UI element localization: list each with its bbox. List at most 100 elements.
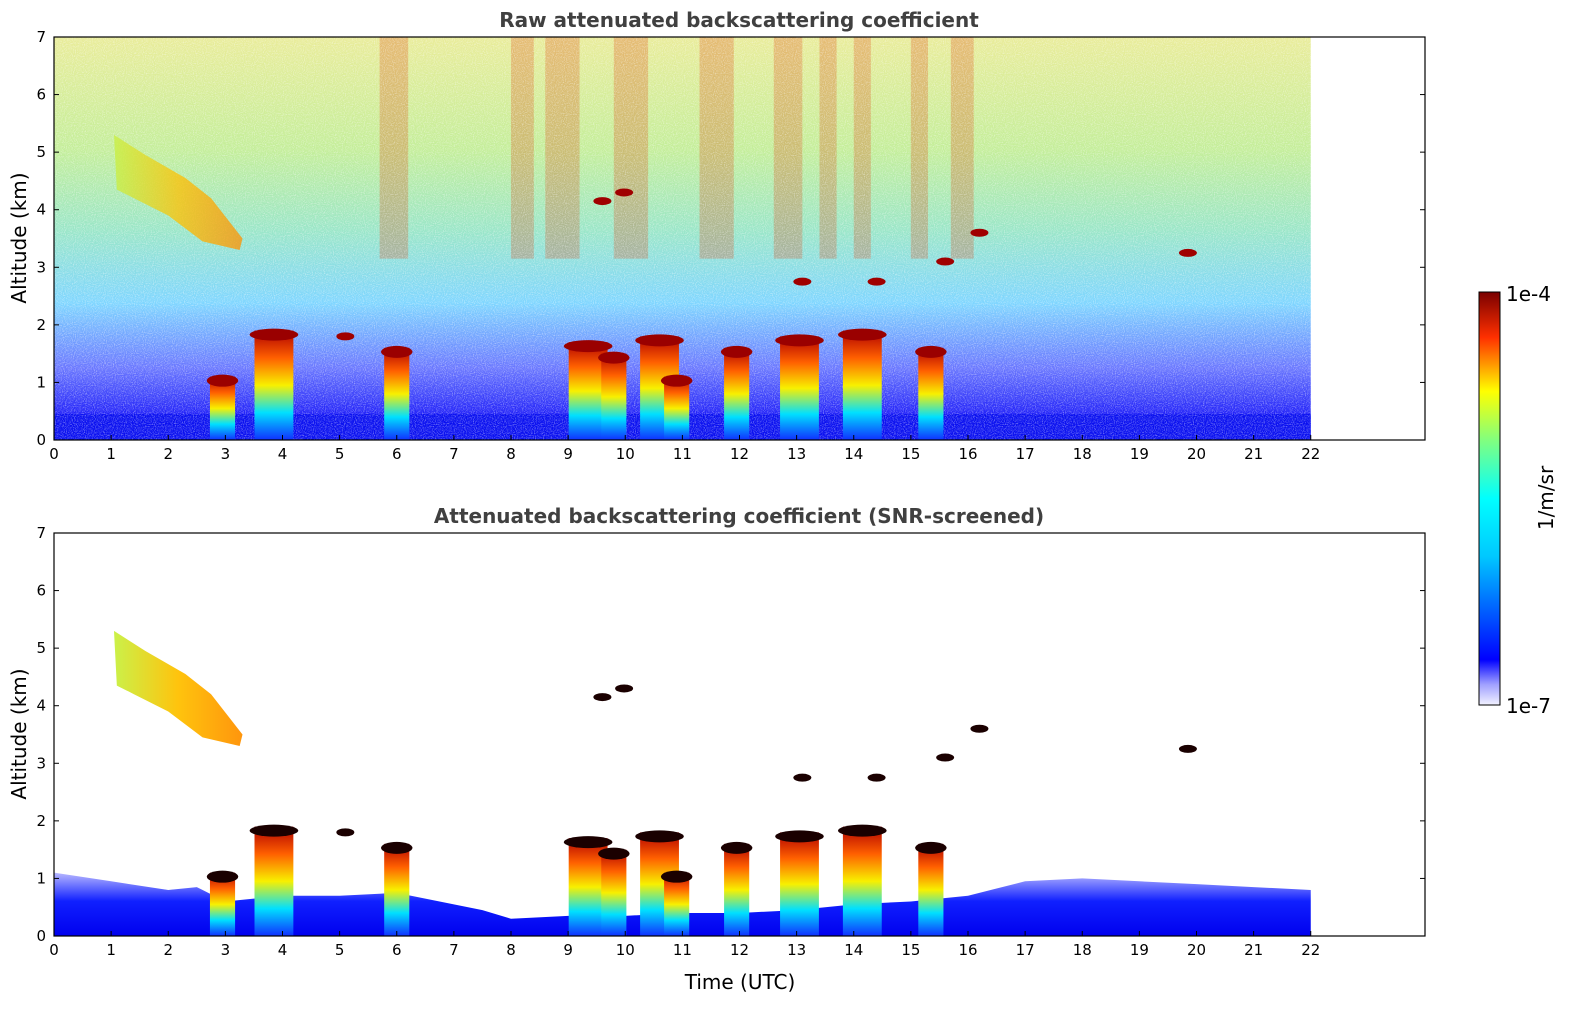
cloud-top <box>838 328 887 341</box>
x-tick-label: 4 <box>278 941 288 959</box>
axis-ticks: 0 1 2 3 4 5 6 7 8 9 10 11 12 13 14 15 16 17 18 19 20 21 220123… <box>36 28 1425 463</box>
cloud-patch <box>615 684 634 693</box>
y-axis-label: Altitude (km) <box>7 172 31 303</box>
cloud-top <box>775 830 824 843</box>
cloud-top <box>720 345 753 358</box>
x-tick-label: 6 <box>392 941 402 959</box>
cloud-patch <box>336 332 355 341</box>
x-tick-label: 3 <box>221 445 231 463</box>
x-tick-label: 4 <box>278 445 288 463</box>
cloud-patch <box>867 773 886 782</box>
cloud-top <box>598 847 630 860</box>
y-tick-label: 1 <box>36 869 46 887</box>
x-tick-label: 1 <box>106 941 116 959</box>
chart-title: Raw attenuated backscattering coefficien… <box>499 8 979 32</box>
lofted-aerosol-layer <box>113 134 243 251</box>
x-tick-label: 0 <box>49 445 59 463</box>
convective-column <box>384 347 410 440</box>
x-tick-label: 2 <box>163 941 173 959</box>
cloud-top <box>206 374 239 387</box>
x-tick-label: 8 <box>506 445 516 463</box>
cloud-top <box>915 841 947 854</box>
convective-column <box>664 376 690 440</box>
convective-column <box>664 872 690 936</box>
x-tick-label: 20 <box>1187 445 1206 463</box>
cloud-top <box>775 334 824 347</box>
x-tick-label: 18 <box>1073 941 1092 959</box>
y-tick-label: 1 <box>36 373 46 391</box>
x-tick-label: 17 <box>1016 941 1035 959</box>
convective-column <box>780 336 819 440</box>
convective-column <box>209 376 236 440</box>
cloud-top <box>563 340 613 353</box>
cloud-top <box>635 830 684 843</box>
x-tick-label: 19 <box>1130 941 1149 959</box>
convective-column <box>842 826 882 936</box>
cloud-patch <box>936 753 955 762</box>
cloud-top <box>381 841 413 854</box>
colorbar-min-label: 1e-7 <box>1506 694 1551 718</box>
convective-column <box>601 353 627 440</box>
y-axis-label: Altitude (km) <box>7 668 31 799</box>
lofted-aerosol-layer <box>113 630 243 747</box>
cloud-patch <box>970 724 989 733</box>
axis-ticks: 0 1 2 3 4 5 6 7 8 9 10 11 12 13 14 15 16 17 18 19 20 21 220123… <box>36 524 1425 959</box>
x-tick-label: 7 <box>449 445 459 463</box>
y-tick-label: 2 <box>36 316 46 334</box>
cloud-patch <box>793 277 812 286</box>
cloud-patch <box>615 188 634 197</box>
x-tick-label: 9 <box>563 941 573 959</box>
cloud-patch <box>1178 248 1197 257</box>
colorbar-max-label: 1e-4 <box>1506 282 1551 306</box>
x-tick-label: 0 <box>49 941 59 959</box>
convective-column <box>384 843 410 936</box>
cloud-features <box>113 134 1197 440</box>
x-tick-label: 15 <box>901 445 920 463</box>
convective-column <box>601 849 627 936</box>
x-tick-label: 20 <box>1187 941 1206 959</box>
x-tick-label: 17 <box>1016 445 1035 463</box>
cloud-patch <box>1178 744 1197 753</box>
x-tick-label: 16 <box>958 445 977 463</box>
y-tick-label: 6 <box>36 86 46 104</box>
x-tick-label: 9 <box>563 445 573 463</box>
cloud-patch <box>867 277 886 286</box>
y-tick-label: 3 <box>36 258 46 276</box>
convective-column <box>209 872 236 936</box>
y-tick-label: 5 <box>36 639 46 657</box>
convective-column <box>918 843 944 936</box>
x-tick-label: 3 <box>221 941 231 959</box>
cloud-top <box>249 824 299 837</box>
colorbar-unit-label: 1/m/sr <box>1534 465 1558 530</box>
chart-title: Attenuated backscattering coefficient (S… <box>434 504 1044 528</box>
cloud-top <box>660 374 693 387</box>
y-tick-label: 7 <box>36 28 46 46</box>
x-tick-label: 2 <box>163 445 173 463</box>
cloud-top <box>915 345 947 358</box>
convective-column <box>780 832 819 936</box>
y-tick-label: 6 <box>36 582 46 600</box>
y-tick-label: 0 <box>36 431 46 449</box>
x-tick-label: 21 <box>1244 445 1263 463</box>
x-tick-label: 22 <box>1301 941 1320 959</box>
convective-column <box>842 330 882 440</box>
convective-column <box>254 330 294 440</box>
y-tick-label: 2 <box>36 812 46 830</box>
colorbar-gradient <box>1478 291 1501 706</box>
cloud-patch <box>970 228 989 237</box>
x-tick-label: 10 <box>616 445 635 463</box>
y-tick-label: 0 <box>36 927 46 945</box>
x-tick-label: 16 <box>958 941 977 959</box>
cloud-top <box>838 824 887 837</box>
x-tick-label: 21 <box>1244 941 1263 959</box>
x-tick-label: 18 <box>1073 445 1092 463</box>
cloud-top <box>598 351 630 364</box>
x-tick-label: 10 <box>616 941 635 959</box>
x-tick-label: 5 <box>335 445 345 463</box>
cloud-patch <box>593 693 612 702</box>
cloud-top <box>635 334 684 347</box>
convective-column <box>918 347 944 440</box>
convective-column <box>254 826 294 936</box>
colorbar: 1e-4 1e-7 1/m/sr <box>1478 282 1558 718</box>
